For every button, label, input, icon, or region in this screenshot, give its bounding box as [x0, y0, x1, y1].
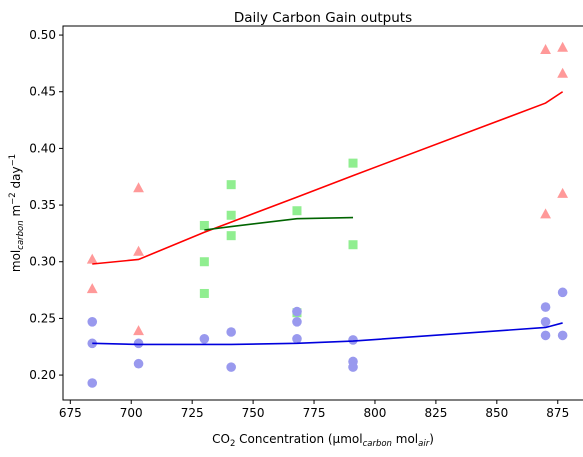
- y-tick-label: 0.25: [29, 311, 56, 325]
- scatter-triangle-point: [557, 41, 569, 52]
- scatter-square-point: [199, 288, 209, 298]
- scatter-triangle-point: [540, 44, 551, 54]
- axis-ticks: 675 700 725 750 775 800 825 850 875 0.20 0.25 0.30 0…: [29, 28, 569, 420]
- x-axis-label: CO2 Concentration (µmolcarbon molair): [212, 432, 434, 449]
- scatter-circle-point: [348, 335, 358, 345]
- scatter-circle-point: [540, 330, 551, 341]
- scatter-circle-point: [87, 378, 98, 388]
- scatter-circle-point: [292, 334, 302, 344]
- scatter-circle-point: [292, 317, 302, 327]
- y-axis-label-mid: m: [9, 205, 23, 221]
- scatter-triangle-point: [133, 245, 144, 256]
- scatter-circle-point: [87, 338, 98, 349]
- scatter-circle-point: [199, 334, 210, 344]
- plot-frame: [62, 25, 583, 401]
- plot-area: [86, 41, 569, 388]
- scatter-circle-point: [557, 330, 568, 341]
- x-axis-label-sub1: 2: [230, 439, 235, 449]
- chart-title: Daily Carbon Gain outputs: [234, 10, 412, 26]
- x-tick-label: 800: [364, 406, 387, 420]
- scatter-circle-point: [557, 287, 568, 298]
- y-axis-label: molcarbon m−2 day−1: [8, 154, 26, 272]
- scatter-circle-point: [133, 338, 144, 349]
- x-tick-label: 750: [242, 406, 265, 420]
- y-tick-label: 0.45: [29, 85, 56, 99]
- scatter-circle-point: [226, 362, 236, 372]
- scatter-circle-point: [226, 327, 236, 337]
- scatter-square-point: [348, 158, 358, 168]
- scatter-circle-point: [540, 317, 551, 327]
- y-tick-label: 0.20: [29, 368, 56, 382]
- y-axis-label-sub1: carbon: [16, 220, 26, 249]
- scatter-square-point: [199, 220, 209, 230]
- x-tick-label: 875: [546, 406, 569, 420]
- y-axis-label-base: mol: [9, 250, 23, 272]
- x-tick-label: 725: [181, 406, 204, 420]
- y-axis-label-sup2: −1: [8, 154, 18, 167]
- scatter-square-point: [348, 240, 358, 250]
- fit-line-3: [92, 322, 563, 346]
- x-tick-label: 775: [303, 406, 326, 420]
- scatter-triangle-point: [133, 325, 144, 336]
- x-axis-label-end: ): [429, 432, 434, 446]
- scatter-square-point: [226, 210, 236, 220]
- x-axis-label-mid: Concentration (µmol: [235, 432, 362, 446]
- x-tick-label: 825: [424, 406, 447, 420]
- scatter-circle-point: [133, 358, 144, 369]
- x-axis-label-sub2: carbon: [363, 439, 392, 449]
- y-tick-label: 0.35: [29, 198, 56, 212]
- x-axis-label-sub3: air: [418, 439, 430, 449]
- scatter-triangle-point: [557, 187, 569, 198]
- scatter-triangle-point: [86, 283, 98, 294]
- scatter-triangle-point: [557, 67, 569, 78]
- y-axis-label-sup1: −2: [8, 192, 18, 205]
- scatter-circle-point: [292, 306, 302, 317]
- y-tick-label: 0.50: [29, 28, 56, 42]
- scatter-triangle-point: [133, 182, 144, 193]
- y-tick-label: 0.30: [29, 255, 56, 269]
- fit-line-1: [92, 91, 564, 265]
- x-tick-label: 675: [59, 406, 82, 420]
- scatter-triangle-point: [86, 253, 98, 264]
- x-axis-label-mid2: mol: [392, 432, 418, 446]
- y-tick-label: 0.40: [29, 141, 56, 155]
- scatter-triangle-point: [540, 208, 551, 219]
- x-tick-label: 850: [485, 406, 508, 420]
- fit-line-2: [204, 216, 354, 231]
- scatter-square-point: [199, 257, 209, 267]
- x-tick-label: 700: [120, 406, 143, 420]
- scatter-circle-point: [348, 362, 358, 372]
- scatter-circle-point: [87, 317, 98, 327]
- scatter-square-point: [226, 180, 236, 190]
- scatter-square-point: [226, 231, 236, 241]
- y-axis-label-mid2: day: [9, 166, 23, 192]
- scatter-square-point: [292, 206, 302, 216]
- x-axis-label-base: CO: [212, 432, 230, 446]
- scatter-circle-point: [540, 302, 551, 312]
